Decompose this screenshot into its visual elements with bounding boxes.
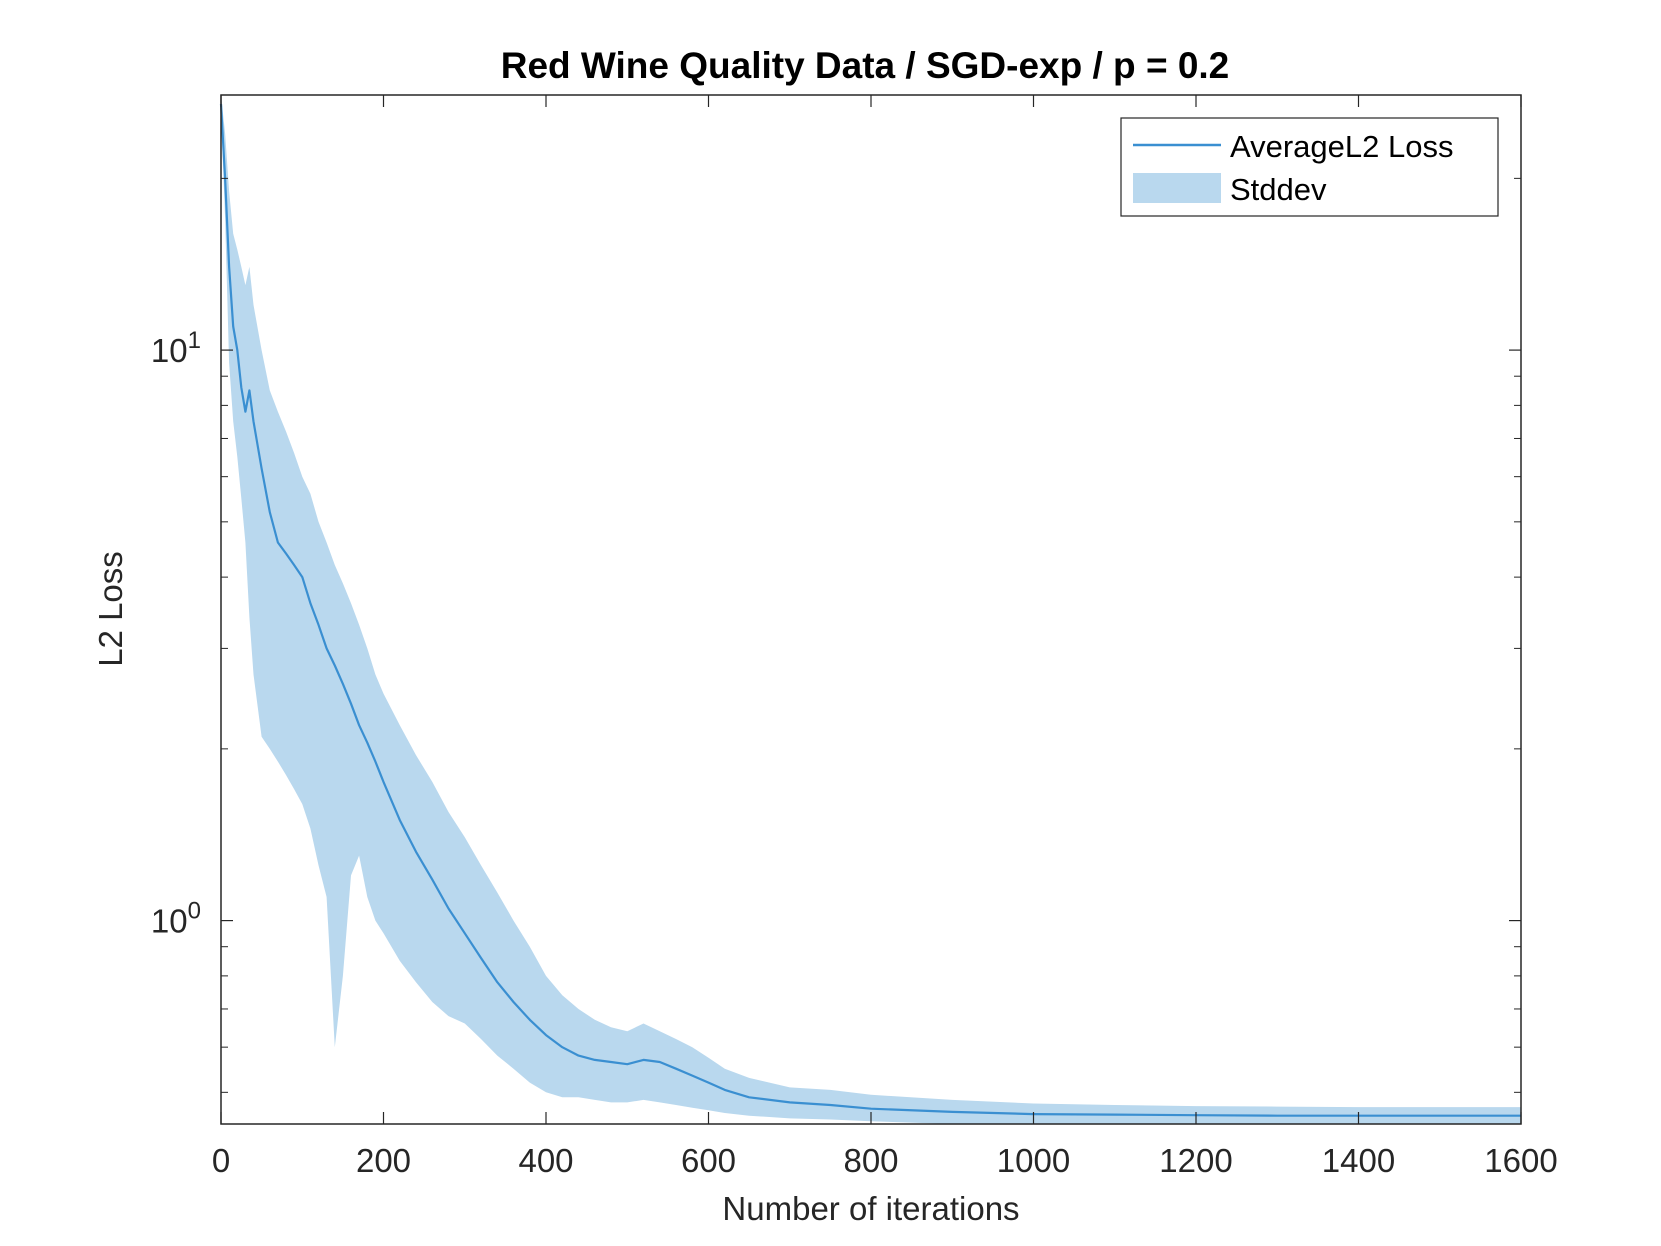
average-line-layer [219, 103, 1521, 1117]
x-tick-label: 800 [843, 1142, 898, 1179]
y-tick-label: 101 [151, 327, 201, 369]
x-axis-ticks: 0 200 400 600 800 1000 1200 1400 1600 [212, 95, 1558, 1179]
y-axis-ticks: 100 101 [151, 177, 1521, 1093]
x-axis-label: Number of iterations [722, 1190, 1019, 1227]
x-tick-label: 200 [356, 1142, 411, 1179]
x-tick-label: 1000 [997, 1142, 1070, 1179]
x-tick-label: 1600 [1484, 1142, 1557, 1179]
chart-title: Red Wine Quality Data / SGD-exp / p = 0.… [501, 45, 1230, 86]
y-axis-label: L2 Loss [92, 551, 129, 667]
y-tick-label: 100 [151, 898, 201, 940]
average-l2-loss-line [219, 103, 1521, 1117]
x-tick-label: 0 [212, 1142, 230, 1179]
legend-band-swatch [1133, 173, 1221, 203]
x-tick-label: 400 [518, 1142, 573, 1179]
legend-entry-stddev: Stddev [1230, 172, 1327, 207]
x-tick-label: 1400 [1322, 1142, 1395, 1179]
x-tick-label: 1200 [1159, 1142, 1232, 1179]
legend: AverageL2 Loss Stddev [1120, 117, 1499, 217]
legend-entry-average: AverageL2 Loss [1230, 129, 1453, 164]
x-tick-label: 600 [681, 1142, 736, 1179]
